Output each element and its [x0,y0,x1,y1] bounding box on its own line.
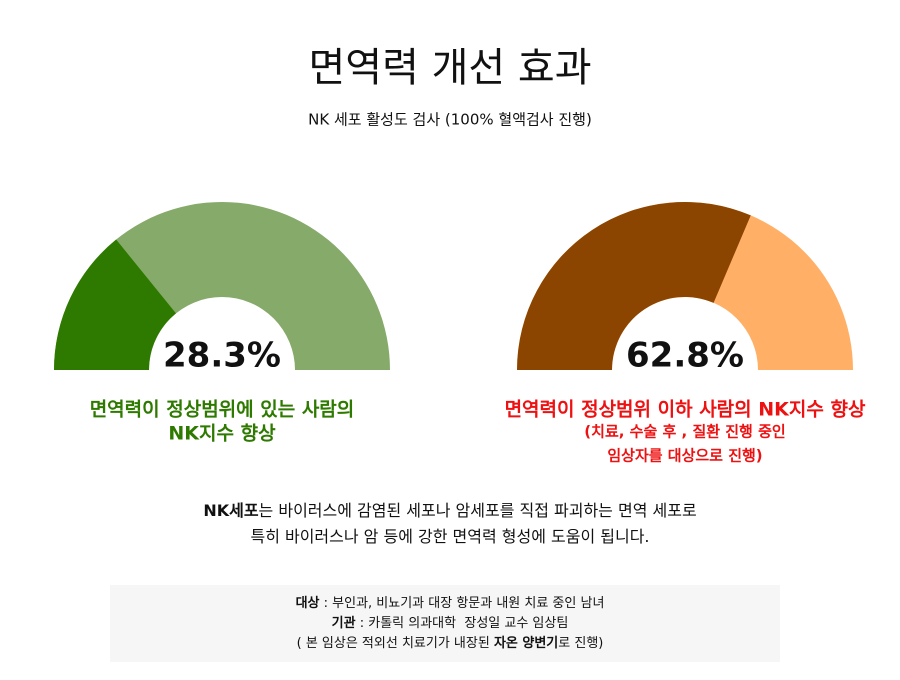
description-line: NK세포는 바이러스에 감염된 세포나 암세포를 직접 파괴하는 면역 세포로 [203,501,696,520]
footer-text: 자온 양변기 [494,636,558,651]
footer-text: ( 본 임상은 적외선 치료기가 내장된 [297,636,494,651]
note: 임상자를 대상으로 진행) [607,447,762,465]
footer-text: 대상 [296,596,320,611]
value-label: 62.8% [626,336,744,376]
footer-text: 로 진행) [558,635,603,651]
footer-line: ( 본 임상은 적외선 치료기가 내장된 자온 양변기로 진행) [297,635,604,651]
caption: NK지수 향상 [168,423,276,445]
gauge-value [54,239,177,370]
subtitle: NK 세포 활성도 검사 (100% 혈액검사 진행) [308,111,592,129]
footer-text: : 카톨릭 의과대학 장성일 교수 임상팀 [356,616,569,631]
description-text: 특히 바이러스나 암 등에 강한 면역력 형성에 도움이 됩니다. [250,527,649,546]
note: (치료, 수술 후 , 질환 진행 중인 [584,423,785,441]
caption: 면역력이 정상범위 이하 사람의 NK지수 향상 [505,399,866,421]
value-label: 28.3% [163,336,281,376]
title: 면역력 개선 효과 [308,45,591,91]
description-text: NK세포 [203,501,259,520]
footer-text: : 부인과, 비뇨기과 대장 항문과 내원 치료 중인 남녀 [320,596,605,611]
caption: 면역력이 정상범위에 있는 사람의 [90,399,355,421]
description-line: 특히 바이러스나 암 등에 강한 면역력 형성에 도움이 됩니다. [250,527,649,546]
footer-line: 대상 : 부인과, 비뇨기과 대장 항문과 내원 치료 중인 남녀 [296,596,605,611]
footer-line: 기관 : 카톨릭 의과대학 장성일 교수 임상팀 [332,615,569,631]
gauge-value [517,202,751,370]
description-text: 는 바이러스에 감염된 세포나 암세포를 직접 파괴하는 면역 세포로 [259,501,697,520]
footer-box [110,585,780,662]
footer-text: 기관 [332,615,356,631]
